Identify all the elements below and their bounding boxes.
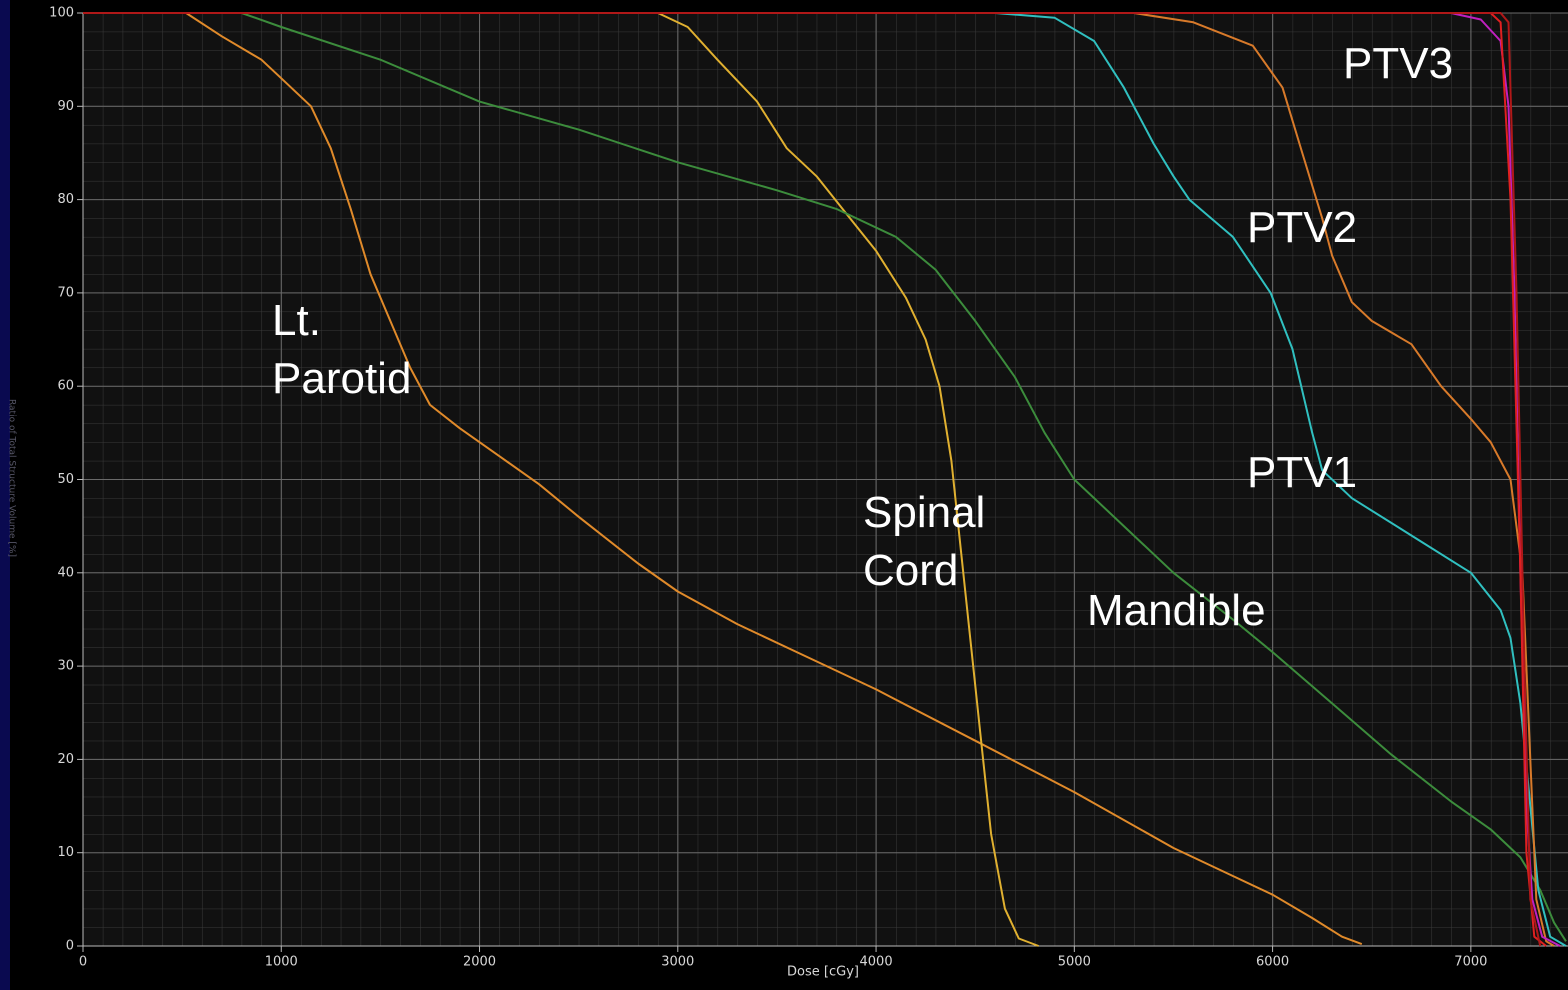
- x-tick-label: 0: [79, 955, 87, 970]
- series-label: Mandible: [1087, 586, 1266, 635]
- side-strip: [0, 0, 10, 990]
- x-tick-label: 6000: [1256, 955, 1289, 970]
- line-series: [83, 12, 1567, 942]
- line-series: [83, 12, 1561, 947]
- line-series: [83, 12, 1547, 947]
- series-label: PTV1: [1247, 448, 1357, 497]
- label-line: Lt.: [272, 296, 333, 345]
- y-tick-label: 100: [49, 6, 74, 21]
- y-tick-label: 10: [57, 845, 74, 860]
- line-series: [83, 12, 1542, 947]
- series-label: Lt. Parotid: [272, 296, 411, 403]
- x-tick-label: 1000: [265, 955, 298, 970]
- line-series: [83, 12, 1363, 946]
- x-tick-label: 7000: [1454, 955, 1487, 970]
- label-line: Cord: [863, 546, 958, 595]
- series-label: Spinal Cord: [863, 488, 998, 595]
- label-line: Parotid: [272, 354, 411, 403]
- label-line: Spinal: [863, 488, 998, 537]
- x-tick-label: 4000: [860, 955, 893, 970]
- x-tick-label: 2000: [463, 955, 496, 970]
- x-axis-label: Dose [cGy]: [787, 965, 859, 980]
- x-tick-label: 5000: [1058, 955, 1091, 970]
- y-tick-label: 60: [57, 379, 74, 394]
- y-tick-label: 20: [57, 752, 74, 767]
- y-tick-label: 50: [57, 472, 74, 487]
- x-tick-label: 3000: [661, 955, 694, 970]
- y-tick-label: 30: [57, 659, 74, 674]
- y-tick-label: 40: [57, 565, 74, 580]
- y-axis-label: Ratio of Total Structure Volume [%]: [7, 399, 17, 557]
- y-tick-label: 90: [57, 99, 74, 114]
- series-label: PTV3: [1343, 39, 1453, 88]
- y-tick-label: 0: [66, 939, 74, 954]
- y-tick-label: 70: [57, 285, 74, 300]
- line-series: [83, 12, 1555, 947]
- line-series: [83, 12, 1039, 947]
- series-label: PTV2: [1247, 203, 1357, 252]
- y-tick-label: 80: [57, 192, 74, 207]
